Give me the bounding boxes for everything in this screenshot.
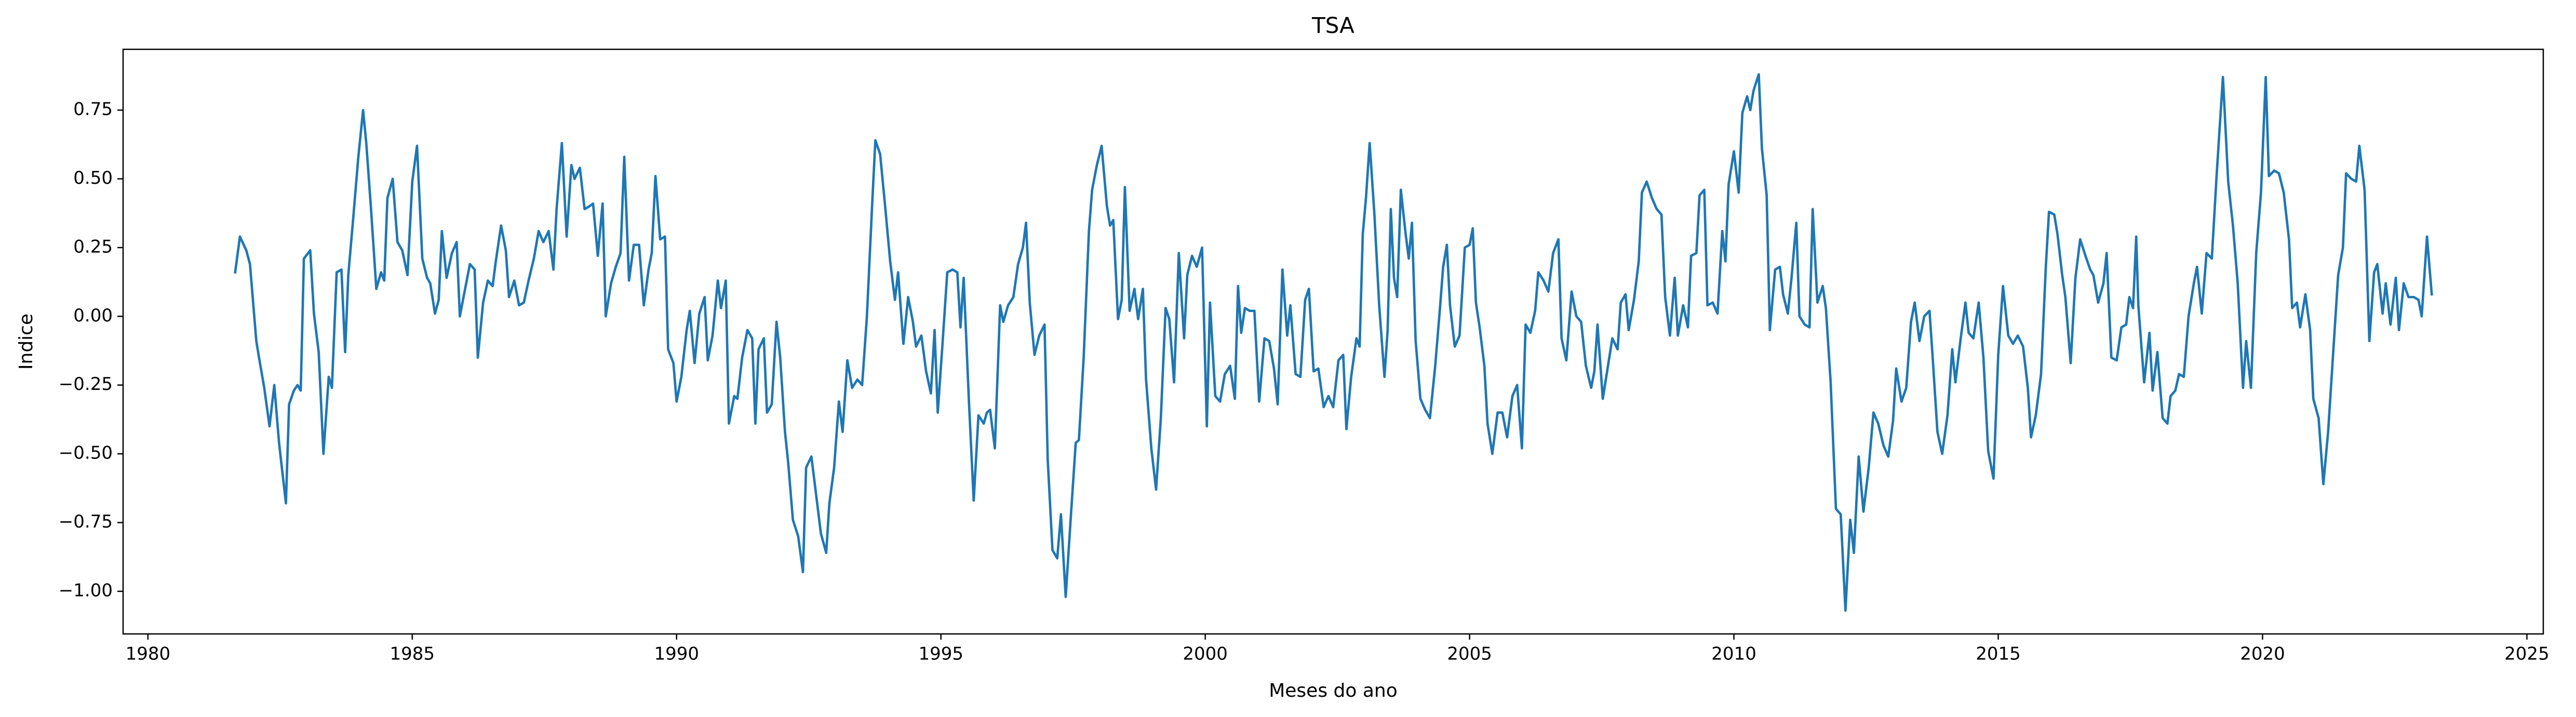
x-tick-label: 2005 [1447,644,1492,665]
y-tick-label: 0.00 [73,305,113,326]
chart-title: TSA [1311,13,1354,38]
x-tick-label: 1995 [918,644,963,665]
y-tick-label: −0.75 [59,511,113,532]
data-line [234,73,2433,612]
plot-frame [122,48,2544,635]
y-tick-label: 0.75 [73,99,113,120]
x-tick-label: 2020 [2240,644,2285,665]
x-tick-label: 1990 [654,644,699,665]
x-tick-label: 2000 [1183,644,1228,665]
x-axis-label: Meses do ano [1269,680,1398,701]
y-tick-label: 0.25 [73,236,113,257]
x-tick-label: 2025 [2504,644,2550,665]
x-tick-label: 2010 [1711,644,1756,665]
y-tick-label: −0.25 [59,374,113,395]
y-tick-label: −0.50 [59,443,113,464]
y-axis-label: Indice [16,314,37,370]
x-tick-label: 1985 [390,644,435,665]
y-tick-label: 0.50 [73,168,113,188]
x-tick-label: 2015 [1976,644,2021,665]
y-tick-label: −1.00 [59,580,113,601]
x-tick-label: 1980 [126,644,171,665]
